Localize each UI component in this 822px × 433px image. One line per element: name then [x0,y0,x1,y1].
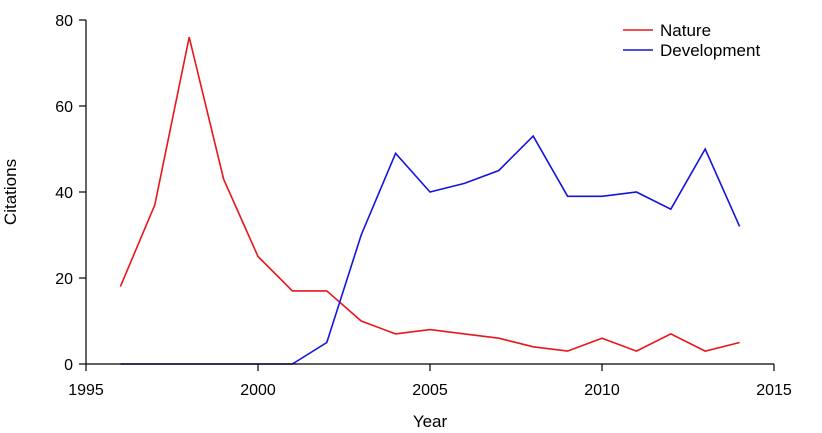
y-tick-label: 20 [55,271,73,288]
x-axis-title: Year [413,412,448,431]
axes-layer: 1995 2000 2005 2010 2015 0 20 40 60 80 [55,13,792,399]
series-layer [119,37,741,365]
x-tick-label: 2010 [584,382,620,399]
x-tick-label: 2005 [412,382,448,399]
y-axis-title: Citations [1,159,20,225]
legend-label-nature: Nature [660,21,711,40]
legend-label-development: Development [660,41,760,60]
y-tick-label: 60 [55,99,73,116]
x-tick-label: 1995 [68,382,104,399]
y-tick-label: 80 [55,13,73,30]
x-tick-label: 2015 [756,382,792,399]
y-ticks: 0 20 40 60 80 [55,13,86,374]
x-ticks: 1995 2000 2005 2010 2015 [68,364,792,399]
y-tick-label: 40 [55,185,73,202]
series-line-nature [119,37,740,352]
x-tick-label: 2000 [240,382,276,399]
y-tick-label: 0 [64,357,73,374]
